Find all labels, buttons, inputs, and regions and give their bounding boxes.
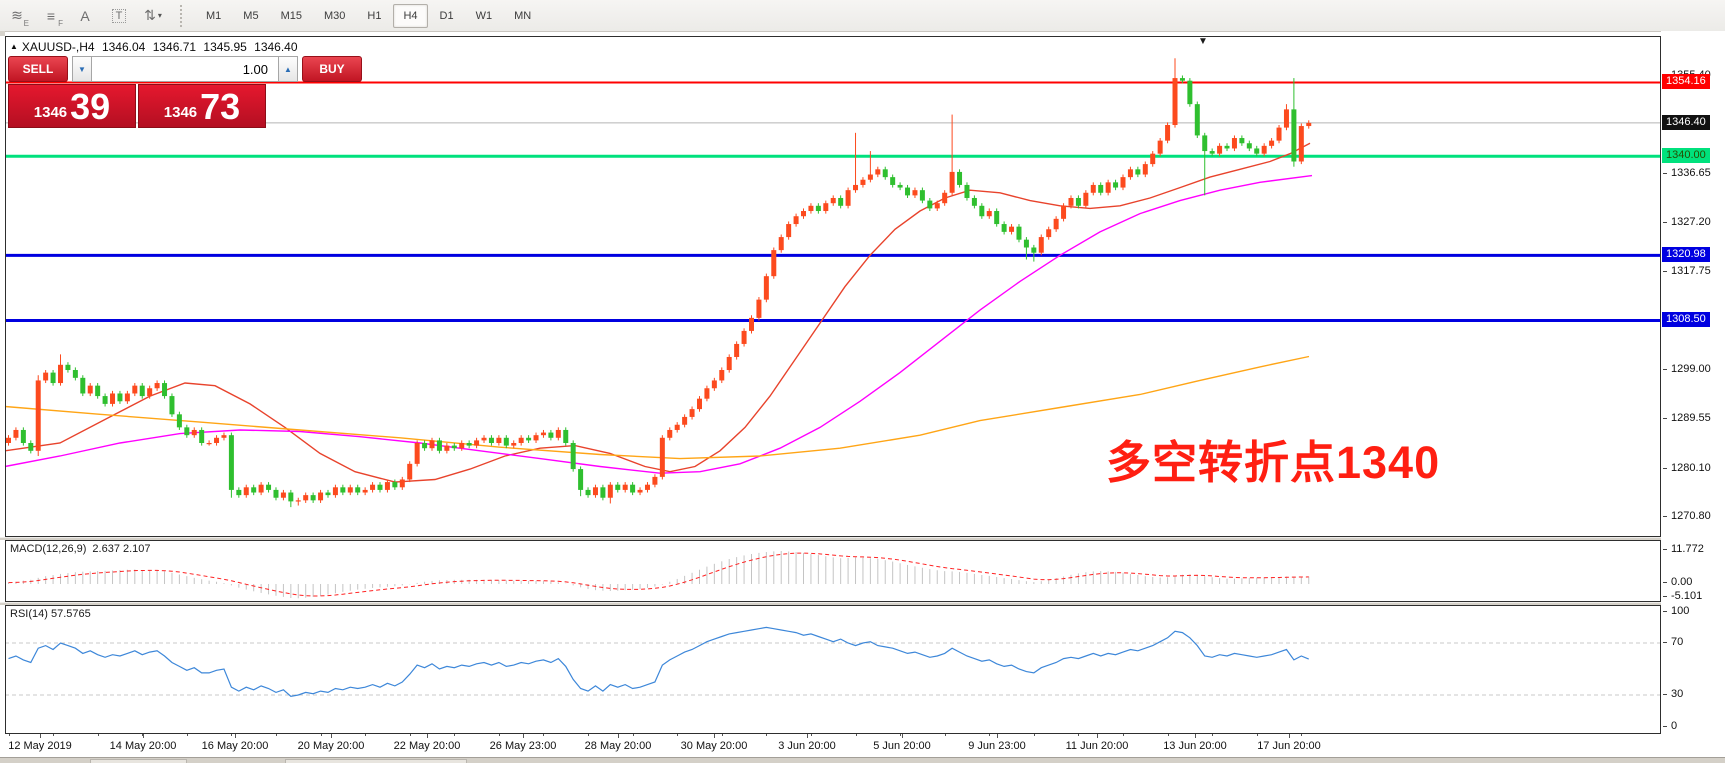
chart-header: ▲ XAUUSD-,H4 1346.04 1346.71 1345.95 1346… [10, 40, 302, 54]
date-tick-label: 22 May 20:00 [393, 740, 461, 752]
timeframe-button-m15[interactable]: M15 [280, 9, 302, 22]
timeframe-button-mn[interactable]: MN [514, 9, 532, 22]
rsi-tick-label: 70 [1663, 636, 1683, 648]
panel-splitter[interactable] [0, 602, 1725, 606]
rsi-tick-label: 30 [1663, 688, 1683, 700]
ask-price-big: 73 [200, 86, 241, 127]
volume-increase-button[interactable]: ▲ [278, 56, 298, 82]
date-tick-label: 9 Jun 23:00 [968, 740, 1026, 752]
date-tick-label: 11 Jun 20:00 [1065, 740, 1129, 752]
date-tick-label: 16 May 20:00 [201, 740, 269, 752]
macd-tick-label: 11.772 [1663, 543, 1704, 555]
date-tick-label: 26 May 23:00 [489, 740, 557, 752]
macd-tick-label: -5.101 [1663, 590, 1702, 602]
timeframe-button-m1[interactable]: M1 [206, 9, 222, 22]
bid-price-box[interactable]: 1346 39 [8, 84, 136, 128]
price-level-badge: 1308.50 [1662, 312, 1710, 328]
price-level-badge: 1320.98 [1662, 247, 1710, 263]
price-level-badge: 1340.00 [1662, 148, 1710, 164]
date-tick-label: 3 Jun 20:00 [778, 740, 836, 752]
buy-button[interactable]: BUY [302, 56, 362, 82]
horizontal-levels [5, 81, 1660, 322]
rsi-name: RSI(14) 57.5765 [10, 608, 91, 620]
ohlc-close: 1346.40 [254, 40, 298, 54]
chart-annotation-text: 多空转折点1340 [1106, 437, 1441, 488]
timeframe-button-w1[interactable]: W1 [475, 9, 493, 22]
text-label-icon[interactable]: T [106, 4, 132, 28]
bottom-tab[interactable] [285, 759, 467, 763]
rsi-tick-label: 0 [1663, 720, 1677, 732]
bid-price-big: 39 [70, 86, 111, 127]
ask-price-small: 1346 [163, 104, 198, 121]
one-click-trading-panel: SELL ▼ ▲ BUY 1346 39 1346 73 [8, 56, 362, 128]
price-tick-label: 1327.20 [1663, 216, 1711, 228]
date-tick-label: 30 May 20:00 [680, 740, 748, 752]
timeframe-button-d1[interactable]: D1 [439, 9, 454, 22]
timeframe-button-m30[interactable]: M30 [323, 9, 346, 22]
date-tick-label: 28 May 20:00 [584, 740, 652, 752]
text-icon[interactable]: A [80, 7, 90, 24]
price-tick-label: 1336.65 [1663, 167, 1711, 179]
price-level-badge: 1354.16 [1662, 74, 1710, 90]
rsi-label: RSI(14) 57.5765 [10, 608, 97, 620]
sell-button[interactable]: SELL [8, 56, 68, 82]
equidistant-channel-icon[interactable]: ≋ E [11, 7, 29, 28]
volume-decrease-button[interactable]: ▼ [72, 56, 92, 82]
date-tick-label: 12 May 2019 [8, 740, 72, 752]
bottom-tab-strip [0, 757, 1725, 763]
toolbar: ≋ E ≡ F A T ⇅ ▾ M1 M5 M15 M30 H1 H4 D1 W1 MN [0, 0, 1725, 32]
macd-values: 2.637 2.107 [92, 543, 151, 555]
price-tick-label: 1270.80 [1663, 510, 1711, 522]
rsi-plot[interactable] [0, 605, 1661, 734]
price-tick-label: 1289.55 [1663, 412, 1711, 424]
date-tick-label: 14 May 20:00 [109, 740, 177, 752]
macd-histogram [8, 551, 1310, 599]
price-axis[interactable]: 1355.401336.651327.201317.751299.001289.… [1661, 31, 1725, 757]
ohlc-low: 1345.95 [203, 40, 247, 54]
price-tick-label: 1299.00 [1663, 363, 1711, 375]
main-chart-plot[interactable] [0, 36, 1661, 537]
ohlc-open: 1346.04 [101, 40, 146, 54]
symbol-label: XAUUSD-,H4 [21, 40, 95, 54]
ma-fast-line [4, 142, 1311, 483]
price-level-badge: 1346.40 [1662, 114, 1710, 130]
chart-shift-marker-icon: ▼ [1198, 36, 1208, 47]
date-tick-label: 5 Jun 20:00 [873, 740, 931, 752]
ma-slow-line [4, 355, 1310, 460]
macd-plot[interactable] [0, 540, 1661, 602]
date-tick-label: 17 Jun 20:00 [1257, 740, 1321, 752]
arrows-icon[interactable]: ⇅ ▾ [144, 7, 162, 23]
timeframe-button-h1[interactable]: H1 [367, 9, 382, 22]
price-tick-label: 1280.10 [1663, 462, 1711, 474]
macd-signal-line [8, 552, 1309, 597]
rsi-line [8, 626, 1309, 697]
date-tick-label: 20 May 20:00 [297, 740, 365, 752]
timeframe-button-h4[interactable]: H4 [393, 3, 428, 28]
ohlc-high: 1346.71 [152, 40, 197, 54]
timeframe-button-m5[interactable]: M5 [243, 9, 259, 22]
date-tick-label: 13 Jun 20:00 [1163, 740, 1227, 752]
macd-name: MACD(12,26,9) [10, 543, 87, 555]
date-axis[interactable]: 12 May 2019 14 May 20:00 16 May 20:00 20 Ma… [0, 734, 1661, 757]
macd-tick-label: 0.00 [1663, 576, 1692, 588]
toolbar-grip[interactable] [180, 4, 189, 27]
price-tick-label: 1317.75 [1663, 265, 1711, 277]
macd-label: MACD(12,26,9) 2.637 2.107 [10, 543, 151, 555]
ask-price-box[interactable]: 1346 73 [138, 84, 266, 128]
rsi-tick-label: 100 [1663, 605, 1689, 617]
bottom-tab[interactable] [90, 759, 187, 763]
fibonacci-icon[interactable]: ≡ F [46, 7, 63, 28]
panel-splitter[interactable] [0, 537, 1725, 541]
volume-input[interactable] [92, 56, 278, 82]
collapse-icon[interactable]: ▲ [10, 42, 18, 51]
bid-price-small: 1346 [33, 104, 68, 121]
candlesticks [6, 58, 1312, 508]
